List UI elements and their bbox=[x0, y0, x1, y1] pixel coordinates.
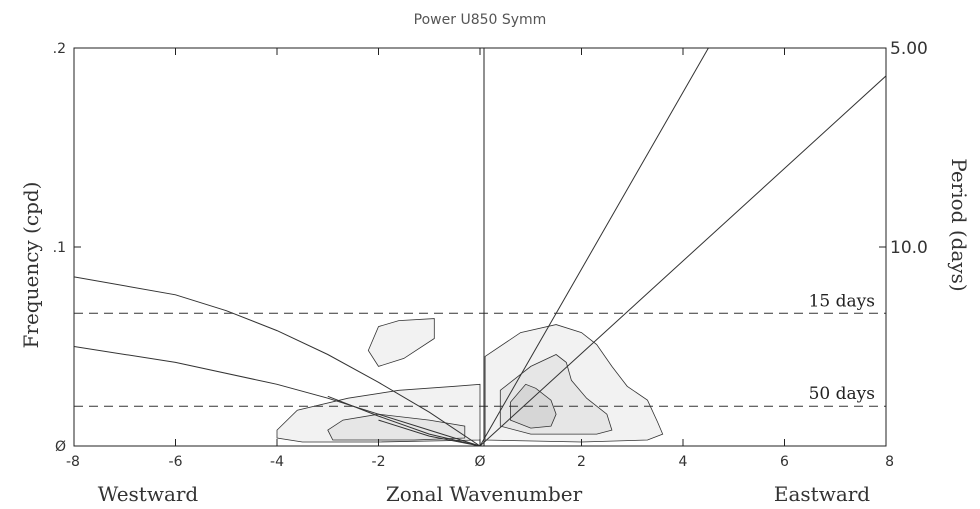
dispersion-curves bbox=[74, 48, 886, 446]
contour-layer bbox=[276, 318, 664, 443]
dispersion-curve bbox=[327, 395, 481, 446]
x-tick-label: -6 bbox=[169, 454, 183, 470]
right-axis-label: Period (days) bbox=[947, 158, 971, 291]
contour-region bbox=[509, 383, 557, 429]
right-tick-label: 5.00 bbox=[890, 39, 928, 59]
dispersion-curve bbox=[479, 75, 886, 446]
dispersion-curve bbox=[378, 419, 481, 446]
x-axis-left-label: Westward bbox=[98, 482, 199, 506]
axes: -8 -6 -4 -2 Ø 2 4 6 8 Ø .1 .2 5.00 10.0 bbox=[53, 39, 928, 470]
x-tick-label: 8 bbox=[885, 454, 894, 470]
x-tick-label: 2 bbox=[577, 454, 586, 470]
period-reference-label: 50 days bbox=[809, 384, 875, 404]
x-tick-label: -2 bbox=[372, 454, 386, 470]
x-tick-label: -4 bbox=[270, 454, 284, 470]
y-tick-label: .2 bbox=[53, 41, 66, 57]
x-axis-right-label: Eastward bbox=[774, 482, 870, 506]
contour-region bbox=[367, 318, 435, 367]
contour-region bbox=[327, 413, 466, 441]
x-tick-label: 6 bbox=[780, 454, 789, 470]
reference-lines: 15 days 50 days bbox=[74, 291, 886, 407]
period-reference-label: 15 days bbox=[809, 291, 875, 311]
dispersion-curve bbox=[74, 276, 481, 446]
dispersion-curve bbox=[479, 48, 709, 446]
right-tick-label: 10.0 bbox=[890, 238, 928, 258]
x-tick-label: Ø bbox=[474, 454, 485, 470]
dispersion-curve bbox=[74, 346, 481, 446]
x-tick-label: -8 bbox=[66, 454, 80, 470]
y-axis-label: Frequency (cpd) bbox=[19, 182, 43, 349]
y-tick-label: .1 bbox=[53, 240, 66, 256]
x-tick-label: 4 bbox=[679, 454, 688, 470]
y-tick-label: Ø bbox=[55, 439, 66, 455]
x-axis-label: Zonal Wavenumber bbox=[386, 482, 583, 506]
chart-title: Power U850 Symm bbox=[414, 12, 547, 28]
